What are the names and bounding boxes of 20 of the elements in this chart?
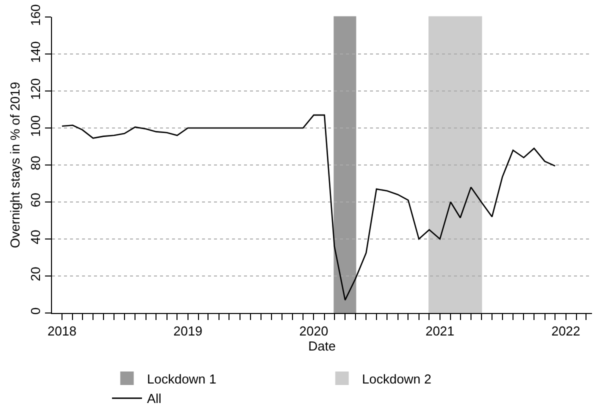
x-tick-label: 2020	[299, 324, 328, 339]
legend-label: Lockdown 2	[362, 371, 432, 386]
y-tick-label: 100	[28, 115, 43, 137]
y-tick-label: 160	[28, 4, 43, 26]
x-tick-label: 2021	[425, 324, 454, 339]
y-tick-label: 120	[28, 78, 43, 100]
y-tick-label: 20	[28, 266, 43, 282]
y-tick-label: 60	[28, 192, 43, 208]
x-tick-label: 2018	[48, 324, 76, 339]
x-tick-label: 2019	[173, 324, 202, 339]
y-tick-label: 80	[28, 156, 43, 170]
y-tick-label: 140	[28, 41, 43, 63]
y-tick-label: 40	[28, 230, 43, 244]
x-tick-label: 2022	[551, 324, 580, 339]
y-tick-label: 0	[28, 307, 43, 315]
y-axis-title: Overnight stays in % of 2019	[8, 82, 23, 248]
legend-label: Lockdown 1	[147, 371, 216, 386]
x-axis-title: Date	[308, 338, 336, 354]
legend-label: All	[147, 391, 162, 406]
line-series	[61, 114, 556, 301]
